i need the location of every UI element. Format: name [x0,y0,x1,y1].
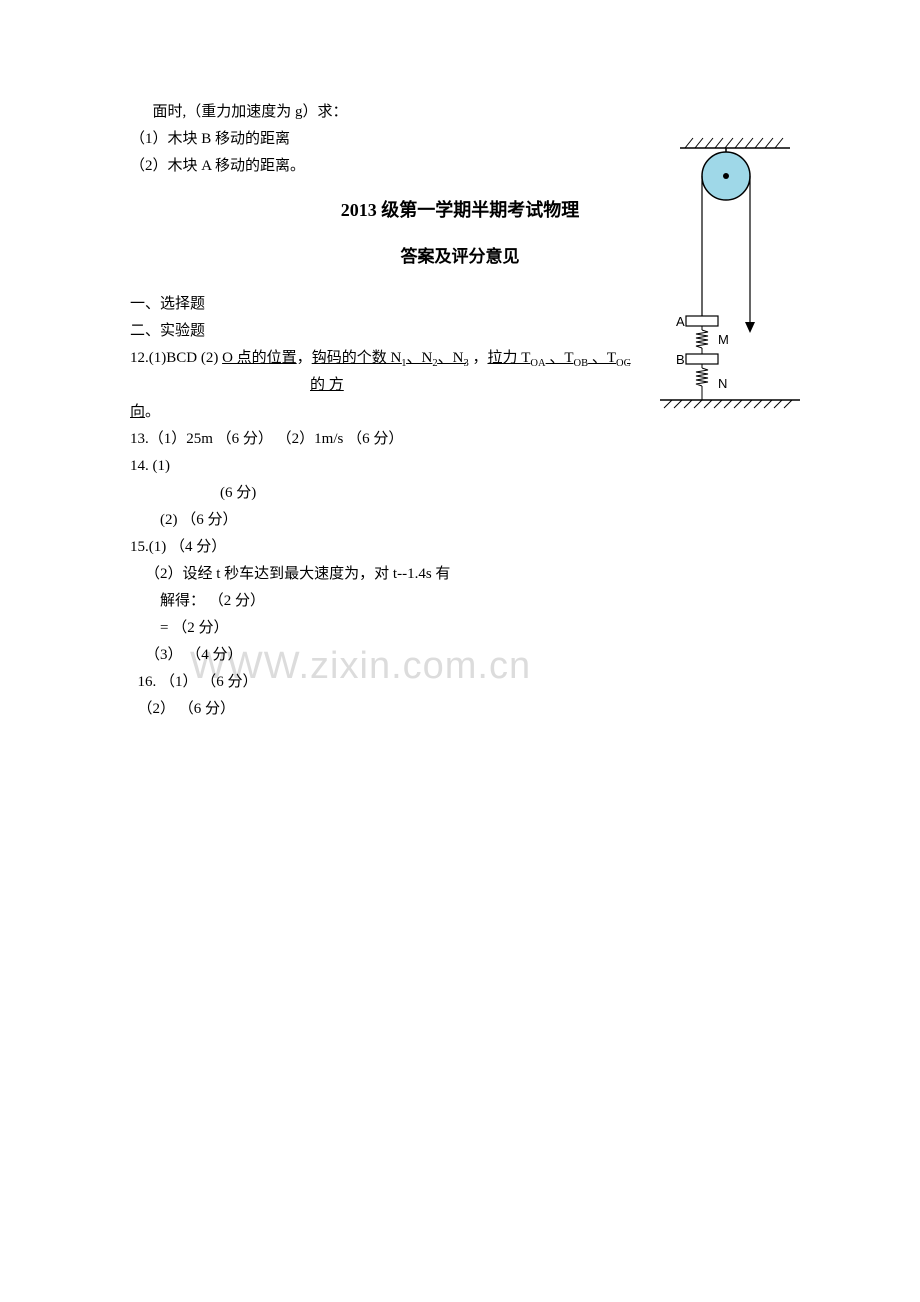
q12-b: ， [297,350,312,366]
q12-u4: 的 方 [310,377,344,393]
q15e: （3） （4 分） [130,643,790,667]
q12-a: 12.(1)BCD (2) [130,350,222,366]
diagram-label-n: N [718,376,727,391]
q15b: （2）设经 t 秒车达到最大速度为，对 t--1.4s 有 [130,562,790,586]
diagram-label-b: B [676,352,685,367]
q14a: 14. (1) [130,454,790,478]
diagram-label-m: M [718,332,729,347]
q16b: （2） （6 分） [130,697,790,721]
q12-c: ， [469,350,488,366]
top-line-1: 面时,（重力加速度为 g）求： [130,100,790,124]
q13: 13.（1）25m （6 分） （2）1m/s （6 分） [130,427,790,451]
q14b: (6 分) [130,481,790,505]
diagram-label-a: A [676,314,685,329]
q14c: (2) （6 分） [130,508,790,532]
pulley-diagram: A M B N [660,130,830,430]
q15c: 解得： （2 分） [130,589,790,613]
q12-u1: O 点的位置 [222,350,297,366]
q12-u3: 拉力 TOA 、TOB 、TOC [487,350,630,366]
q16a: 16. （1） （6 分） [130,670,790,694]
q15d: = （2 分） [130,616,790,640]
q12-u2: 钩码的个数 N1、N2、N3 [312,350,469,366]
q15a: 15.(1) （4 分） [130,535,790,559]
